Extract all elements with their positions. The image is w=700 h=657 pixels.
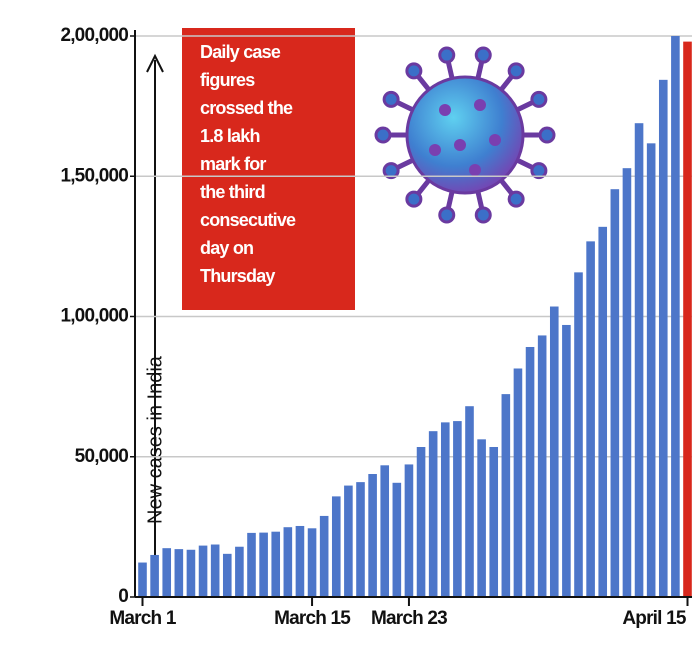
bar <box>380 465 390 597</box>
annotation-line: the third <box>200 182 265 202</box>
annotation-line: figures <box>200 70 255 90</box>
annotation-line: crossed the <box>200 98 293 118</box>
virus-spot <box>454 139 466 151</box>
y-tick-label: 0 <box>118 586 128 607</box>
x-tick-label: March 1 <box>109 608 176 629</box>
y-arrowhead <box>146 53 164 73</box>
y-tick-label: 50,000 <box>75 446 129 467</box>
virus-spike-tip <box>405 190 423 208</box>
bar <box>525 346 535 597</box>
virus-spot <box>469 164 481 176</box>
bar <box>453 421 462 597</box>
bar <box>222 553 232 597</box>
bar <box>186 549 196 597</box>
virus-spot <box>489 134 501 146</box>
bar <box>562 324 571 597</box>
bar <box>210 544 220 597</box>
bar <box>259 532 268 597</box>
bar <box>138 562 147 597</box>
bar <box>174 549 184 597</box>
bar <box>537 335 547 597</box>
bar <box>356 482 365 597</box>
bar <box>319 515 329 597</box>
bar <box>198 545 208 597</box>
annotation-line: day on <box>200 238 253 258</box>
virus-spike-tip <box>474 206 492 224</box>
y-tick-label: 2,00,000 <box>60 25 128 46</box>
annotation-line: 1.8 lakh <box>200 126 260 146</box>
virus-body <box>405 75 525 195</box>
bar <box>404 464 414 597</box>
bar <box>271 531 281 597</box>
bar <box>307 528 317 597</box>
virus-spike-tip <box>507 190 525 208</box>
bar <box>622 168 632 597</box>
bar <box>368 474 377 597</box>
bar <box>501 394 511 597</box>
virus-spike-tip <box>438 46 456 64</box>
annotation-line: Thursday <box>200 266 275 286</box>
bar <box>658 79 668 597</box>
virus-spike-tip <box>405 62 423 80</box>
bar <box>428 431 438 597</box>
virus-spike-tip <box>530 162 548 180</box>
bar <box>331 496 341 597</box>
bar <box>247 532 256 597</box>
virus-spike-tip <box>382 90 400 108</box>
bar <box>283 527 293 597</box>
bar <box>416 446 426 597</box>
bar <box>344 485 353 597</box>
bar <box>295 525 305 597</box>
bar <box>634 123 644 597</box>
bar <box>549 306 559 597</box>
bar <box>465 406 474 597</box>
virus-spike-tip <box>507 62 525 80</box>
virus-spike-tip <box>382 162 400 180</box>
virus-illustration <box>374 46 556 224</box>
bar <box>646 143 656 598</box>
annotation-line: consecutive <box>200 210 296 230</box>
bar <box>574 272 583 597</box>
bar <box>477 439 486 597</box>
virus-spike-tip <box>538 126 556 144</box>
bar <box>150 554 159 597</box>
virus-spike-tip <box>530 90 548 108</box>
bar <box>513 368 523 597</box>
annotation-box <box>182 28 355 310</box>
bar <box>489 446 499 597</box>
y-axis-label: New cases in India <box>144 355 166 524</box>
virus-spot <box>429 144 441 156</box>
bar <box>671 36 680 597</box>
virus-spot <box>439 104 451 116</box>
bar <box>586 241 595 597</box>
virus-spike-tip <box>474 46 492 64</box>
x-tick-label: March 23 <box>371 608 447 629</box>
bar <box>610 189 620 597</box>
y-tick-label: 1,50,000 <box>60 165 128 186</box>
virus-spot <box>474 99 486 111</box>
virus-spike-tip <box>438 206 456 224</box>
virus-spike-tip <box>374 126 392 144</box>
x-tick-label: April 15 <box>622 608 687 629</box>
bar <box>392 482 402 597</box>
bar <box>440 422 450 597</box>
x-tick-label: March 15 <box>274 608 351 629</box>
bar <box>162 548 172 597</box>
bar <box>235 546 244 597</box>
annotation-line: Daily case <box>200 42 281 62</box>
bar <box>598 226 608 597</box>
annotation-line: mark for <box>200 154 266 174</box>
bar <box>683 41 692 598</box>
y-tick-label: 1,00,000 <box>60 306 128 327</box>
